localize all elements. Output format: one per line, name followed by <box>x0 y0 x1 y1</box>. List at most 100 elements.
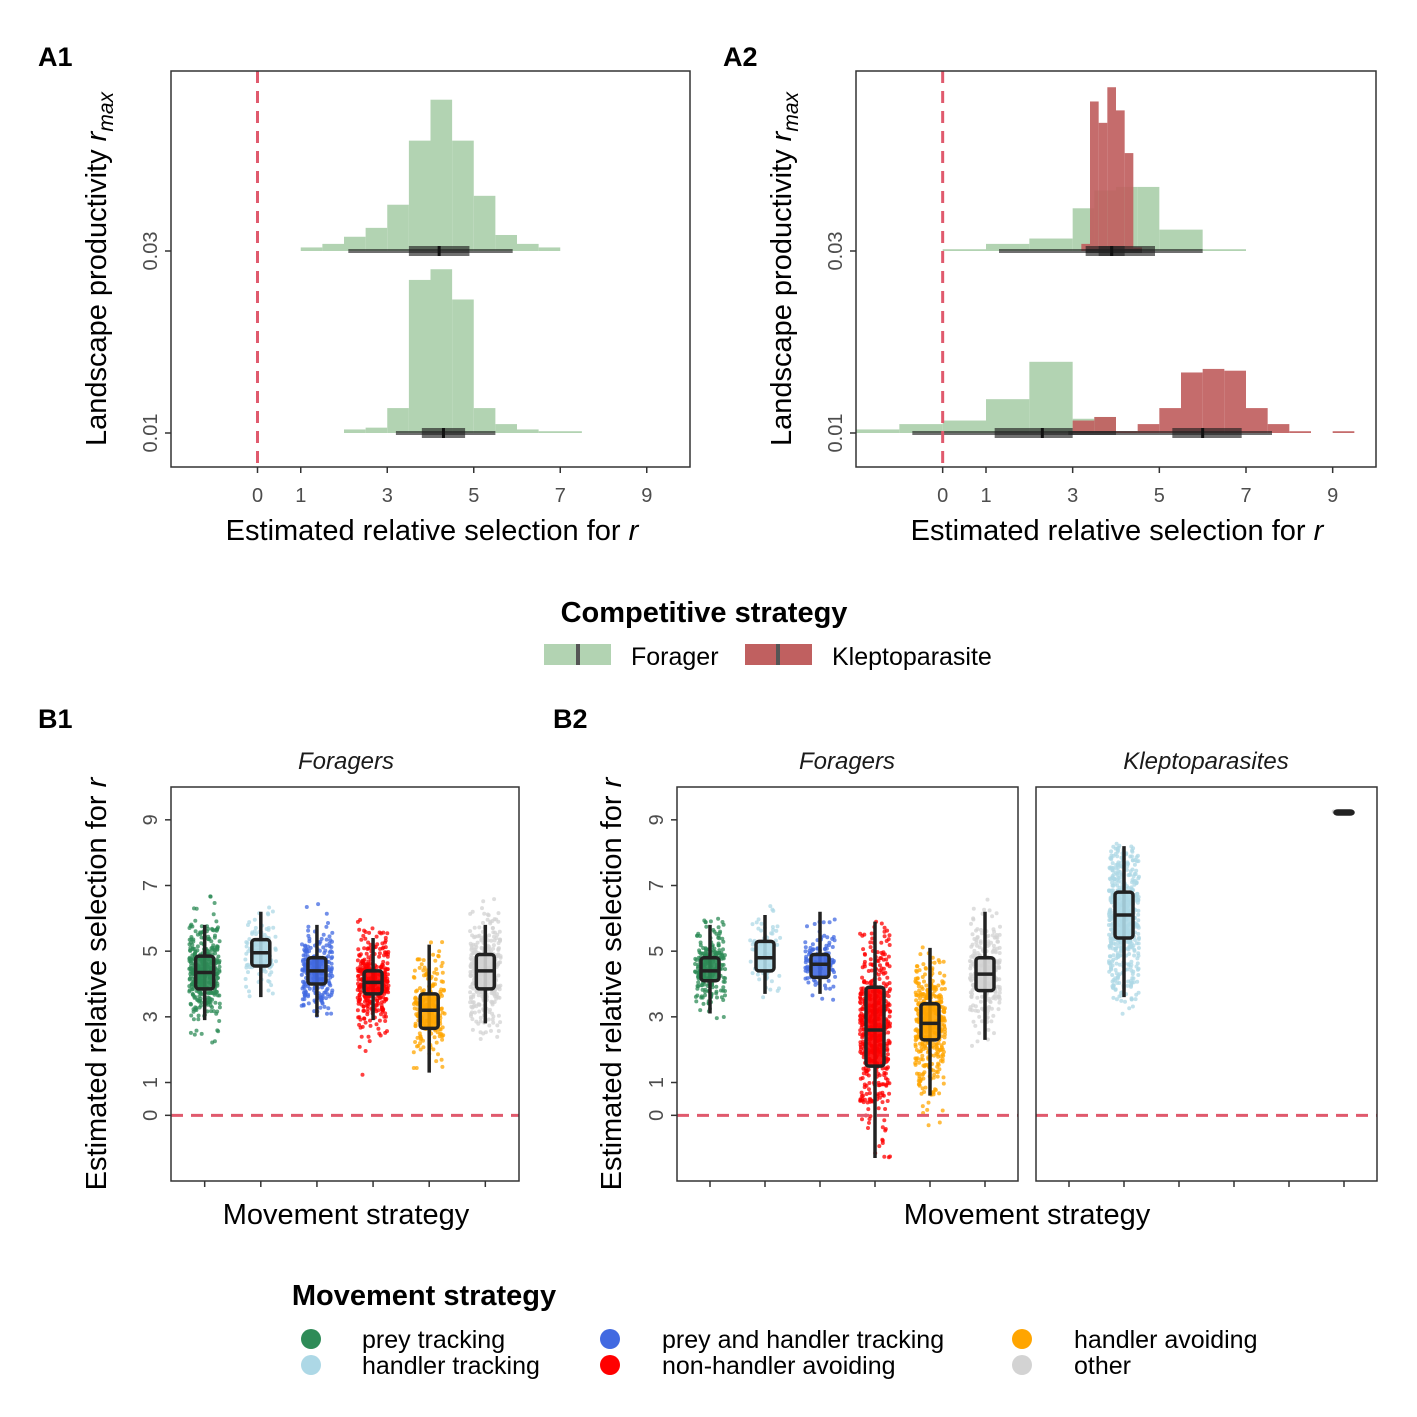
b2-foragers-point-prey-and-handler-tracking-66 <box>813 982 818 987</box>
b2-foragers-point-handler-tracking-51 <box>770 925 775 929</box>
b2-foragers-point-other-193 <box>997 932 1002 937</box>
b2-kleptoparasites-point-handler-tracking-438 <box>1135 898 1140 902</box>
b2-yticks-label-0: 0 <box>646 1110 668 1121</box>
b2-foragers-point-handler-avoiding-282 <box>938 1054 943 1059</box>
b2-kleptoparasites-point-handler-tracking-476 <box>1115 849 1120 854</box>
b1-point-prey-tracking-191 <box>212 935 217 940</box>
b1-point-prey-tracking-66 <box>192 1032 197 1037</box>
b1-point-non-handler-avoiding-119 <box>359 937 364 942</box>
b1-point-other-5 <box>491 1020 496 1025</box>
b2-foragers-point-handler-avoiding-376 <box>914 1056 919 1061</box>
b1-point-prey-and-handler-tracking-49 <box>322 1004 327 1009</box>
a2-bin-forager-0-03-1 <box>986 243 1030 251</box>
b2-foragers-point-other-195 <box>975 943 979 948</box>
b2-kleptoparasites-point-handler-tracking-499 <box>1129 983 1133 988</box>
b1-point-prey-and-handler-tracking-224 <box>306 1001 311 1006</box>
b1-point-prey-and-handler-tracking-155 <box>330 930 335 935</box>
b1-point-non-handler-avoiding-250 <box>356 1001 361 1006</box>
b2-kleptoparasites-point-handler-tracking-479 <box>1109 967 1113 972</box>
b2-foragers-point-prey-tracking-125 <box>721 979 726 984</box>
b2-foragers-point-handler-tracking-53 <box>761 995 766 1000</box>
b2-foragers-point-prey-tracking-189 <box>716 935 721 940</box>
b2-foragers-point-handler-avoiding-324 <box>917 1083 922 1088</box>
b1-point-other-284 <box>469 953 474 958</box>
b2-foragers-point-handler-avoiding-41 <box>920 1104 925 1109</box>
b1-point-other-293 <box>495 985 500 990</box>
b2-kleptoparasites-point-handler-tracking-283 <box>1130 858 1135 863</box>
b1-point-prey-and-handler-tracking-122 <box>327 934 332 939</box>
b1-point-other-216 <box>498 939 502 943</box>
b1-point-prey-and-handler-tracking-205 <box>328 971 333 976</box>
legend-item-non-handler-avoiding: non-handler avoiding <box>600 1352 896 1380</box>
b1-point-handler-avoiding-55 <box>413 1040 418 1044</box>
b1-point-non-handler-avoiding-252 <box>384 986 389 991</box>
b1-point-other-320 <box>479 946 484 951</box>
b2-foragers-point-handler-avoiding-314 <box>924 983 929 988</box>
b1-point-other-328 <box>494 936 499 941</box>
b2-foragers-point-handler-tracking-16 <box>771 928 776 932</box>
b2-foragers-point-prey-tracking-191 <box>700 983 705 988</box>
b2-x-ticks <box>709 1181 1345 1187</box>
b2-foragers-point-non-handler-avoiding-121 <box>885 990 890 995</box>
b2-foragers-point-non-handler-avoiding-226 <box>858 931 863 936</box>
legend-item-prey-and-handler-tracking: prey and handler tracking <box>600 1326 944 1354</box>
b2-kleptoparasites-point-handler-tracking-249 <box>1129 968 1134 973</box>
b1-point-prey-and-handler-tracking-198 <box>327 994 332 999</box>
b2-kleptoparasites-point-handler-tracking-443 <box>1130 849 1135 854</box>
b1-point-prey-tracking-78 <box>212 1039 217 1044</box>
b2-foragers-point-other-179 <box>969 978 974 983</box>
panel-label-b2: B2 <box>553 704 588 734</box>
b2-foragers-point-prey-tracking-123 <box>698 1008 703 1013</box>
b2-strip-kleptoparasites: Kleptoparasites <box>1123 748 1288 775</box>
b2-foragers-point-prey-tracking-98 <box>721 922 726 927</box>
b1-x-axis-title: Movement strategy <box>223 1199 470 1231</box>
b2-foragers-point-non-handler-avoiding-364 <box>858 1014 863 1018</box>
b2-foragers-point-prey-and-handler-tracking-56 <box>832 917 837 922</box>
b1-point-prey-tracking-157 <box>216 954 221 959</box>
b2-foragers-point-prey-tracking-144 <box>721 1015 726 1019</box>
non-handler-avoiding-dot <box>600 1355 620 1375</box>
b2-foragers-point-non-handler-avoiding-397 <box>880 1082 885 1087</box>
b1-point-prey-and-handler-tracking-229 <box>327 944 332 949</box>
a1-frame <box>170 70 691 468</box>
movement-strategy-legend: Movement strategy prey tracking handler … <box>292 1280 1258 1380</box>
b2-foragers-point-handler-tracking-43 <box>777 973 782 978</box>
b2-foragers-point-prey-tracking-87 <box>703 993 707 998</box>
b2-kleptoparasites-point-handler-tracking-471 <box>1131 874 1136 879</box>
b1-point-prey-tracking-328 <box>213 1000 218 1005</box>
b1-point-other-179 <box>492 917 497 922</box>
b2-foragers-point-other-218 <box>996 939 1000 944</box>
b2-foragers-point-handler-avoiding-297 <box>933 1087 937 1092</box>
b2-foragers-point-prey-tracking-138 <box>721 985 726 990</box>
b1-point-other-17 <box>482 911 487 916</box>
b2-foragers-point-prey-tracking-160 <box>694 999 699 1004</box>
b1-point-other-50 <box>498 1020 503 1025</box>
b1-point-handler-avoiding-25 <box>421 958 426 963</box>
b1-point-prey-tracking-345 <box>217 1001 222 1006</box>
b1-point-non-handler-avoiding-120 <box>361 933 366 938</box>
b2-foragers-point-non-handler-avoiding-305 <box>866 1073 871 1078</box>
b1-point-other-59 <box>472 925 477 930</box>
b2-foragers-point-non-handler-avoiding-169 <box>867 1091 872 1096</box>
b1-point-other-198 <box>490 990 495 994</box>
non-handler-avoiding-label: non-handler avoiding <box>662 1352 896 1380</box>
b1-point-other-275 <box>468 970 473 974</box>
a1-bin-forager-0-01-9 <box>538 431 582 433</box>
b1-point-prey-and-handler-tracking-131 <box>316 902 321 907</box>
b2-foragers-point-other-208 <box>998 924 1002 929</box>
b1-point-handler-avoiding-157 <box>436 953 441 958</box>
b2-foragers-point-prey-and-handler-tracking-17 <box>803 949 808 954</box>
b1-point-prey-tracking-315 <box>197 1005 202 1010</box>
b1-point-handler-avoiding-122 <box>413 996 418 1001</box>
b1-point-handler-avoiding-54 <box>438 1027 443 1032</box>
b2-foragers-point-prey-tracking-127 <box>714 991 719 996</box>
b1-point-non-handler-avoiding-200 <box>375 942 380 947</box>
b1-point-other-270 <box>469 947 474 952</box>
b2-foragers-point-prey-and-handler-tracking-94 <box>827 940 832 945</box>
b1-point-prey-and-handler-tracking-225 <box>302 993 307 998</box>
b1-point-prey-and-handler-tracking-208 <box>304 947 309 952</box>
b1-point-other-133 <box>491 946 496 951</box>
b1-point-non-handler-avoiding-291 <box>360 1024 365 1029</box>
handler-avoiding-label: handler avoiding <box>1074 1326 1257 1354</box>
b2-foragers-point-handler-avoiding-387 <box>917 1076 922 1081</box>
